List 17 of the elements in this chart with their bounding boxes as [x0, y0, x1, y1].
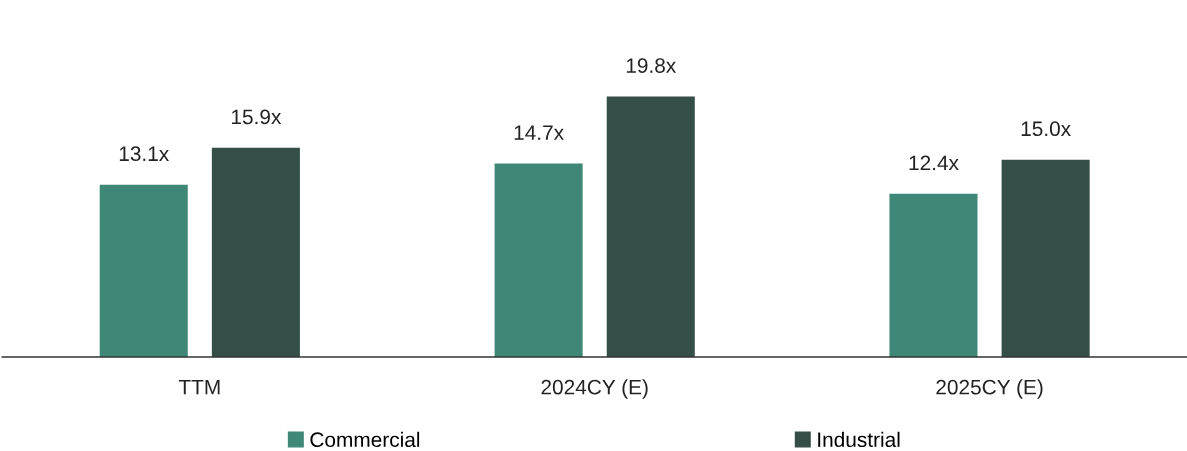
- legend-label: Industrial: [818, 431, 900, 448]
- legend-label: Commercial: [310, 431, 420, 448]
- data-label: 14.7x: [514, 125, 564, 140]
- x-tick-label: TTM: [178, 379, 220, 395]
- x-tick-label: 2024CY (E): [541, 379, 648, 399]
- data-label: 15.0x: [1021, 121, 1071, 137]
- data-label: 12.4x: [909, 155, 959, 171]
- x-tick-label: 2025CY (E): [936, 379, 1043, 399]
- bar: [211, 147, 300, 357]
- bar: [494, 163, 583, 357]
- data-label: 15.9x: [231, 109, 282, 125]
- data-label: 13.1x: [119, 146, 169, 162]
- bar: [99, 184, 188, 357]
- bar: [606, 96, 695, 357]
- bar: [889, 193, 978, 357]
- data-label: 19.8x: [626, 58, 677, 73]
- bar: [1001, 159, 1090, 357]
